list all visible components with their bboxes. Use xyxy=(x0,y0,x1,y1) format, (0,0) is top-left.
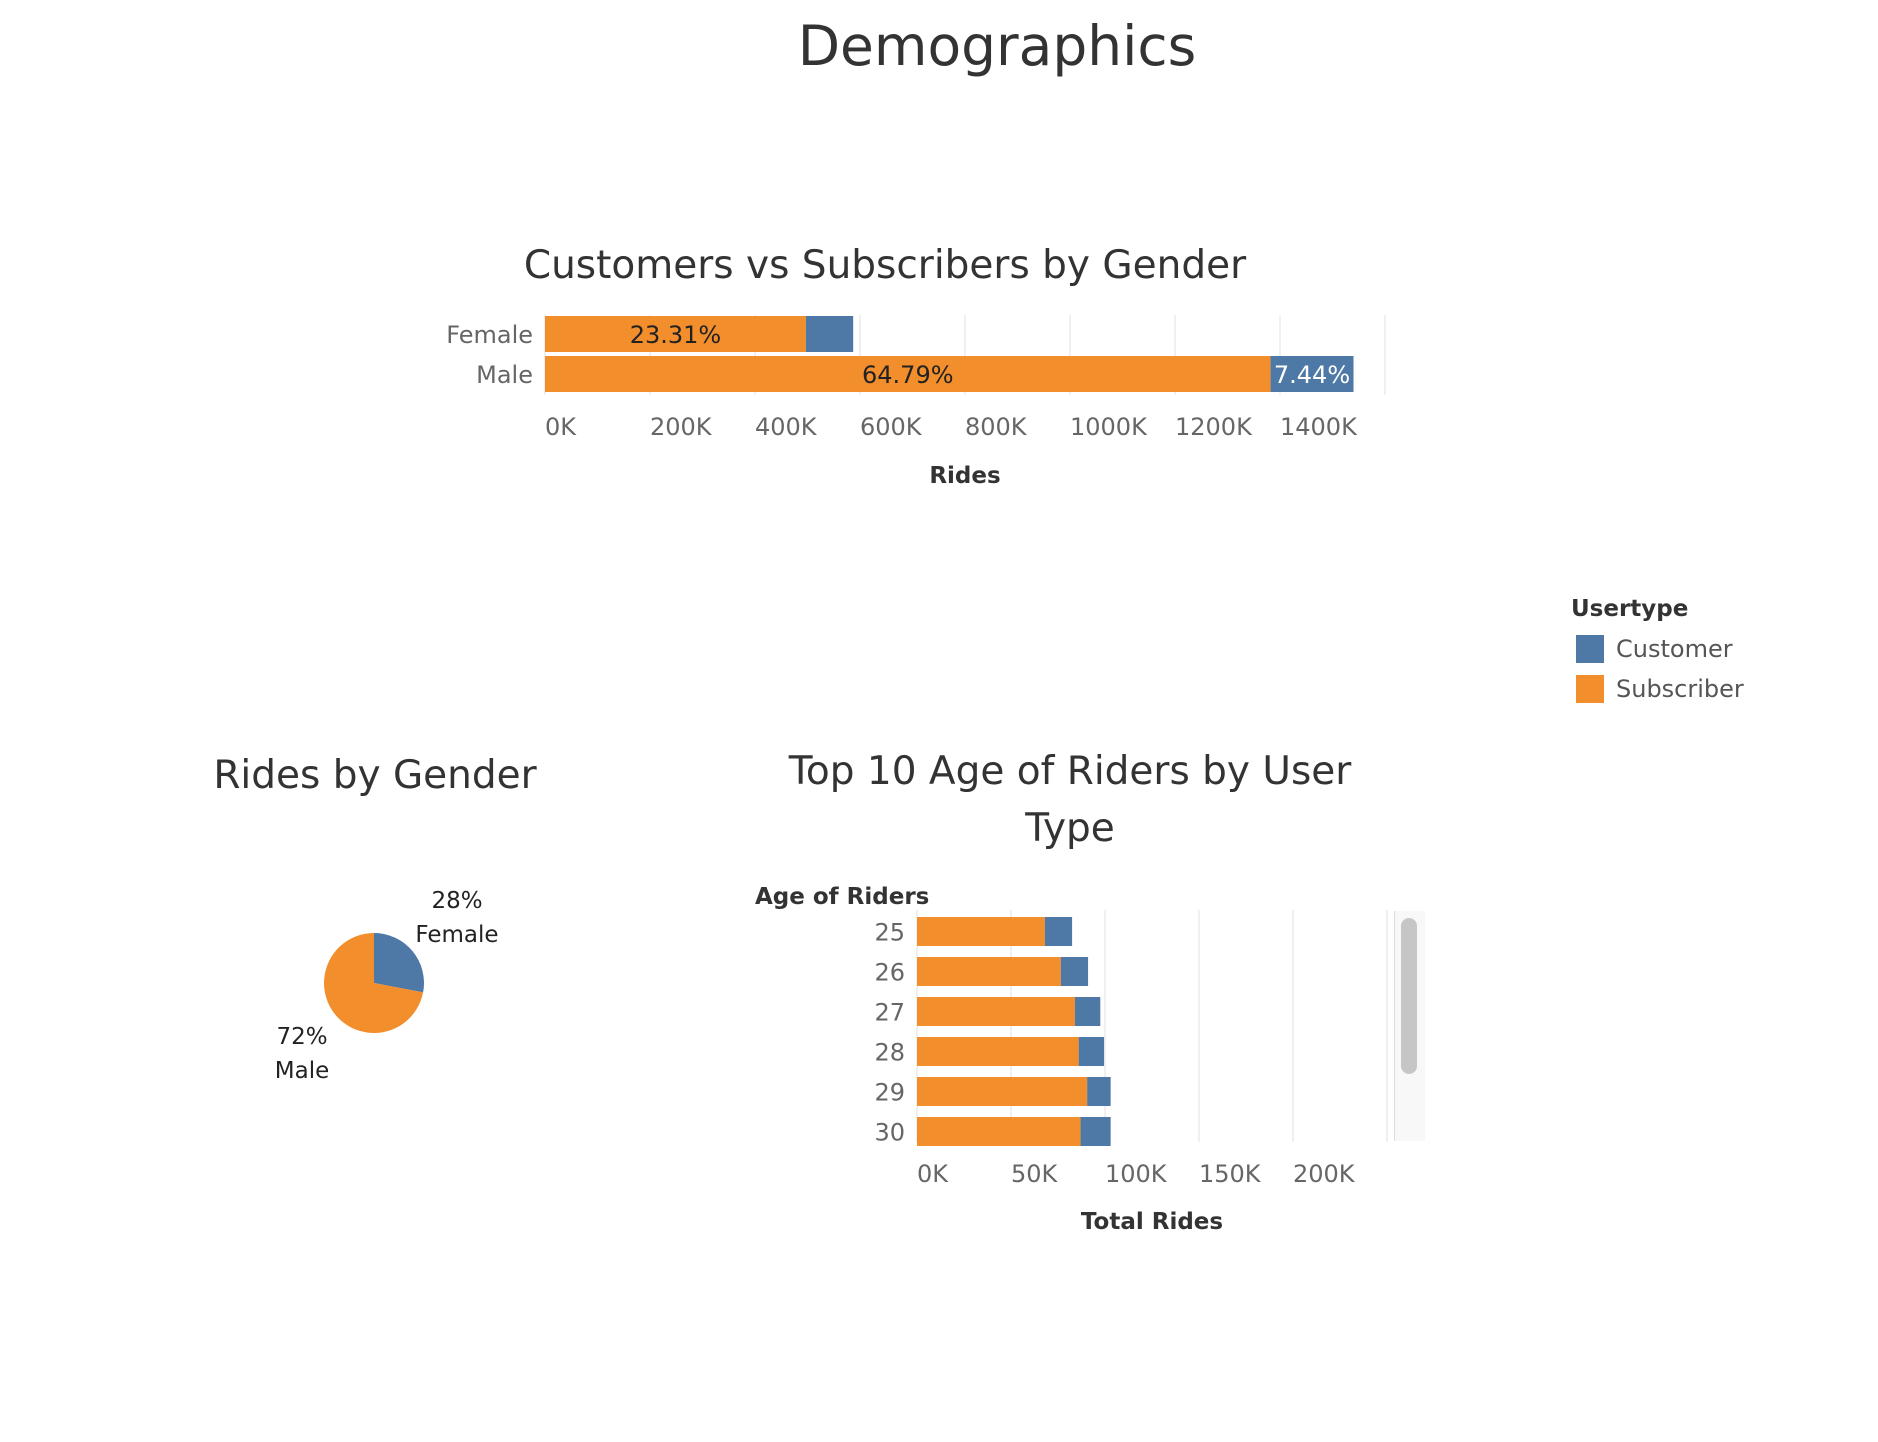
pie-pct-label: 72% xyxy=(276,1024,327,1050)
gender-chart-bar-subscriber xyxy=(545,356,1271,392)
age-chart-x-tick-label: 50K xyxy=(1011,1160,1059,1188)
age-chart-bar-customer xyxy=(1074,997,1101,1026)
rides-by-gender-chart-title: Rides by Gender xyxy=(213,753,537,798)
age-chart-bar-customer xyxy=(1060,957,1089,986)
pie-slice-label: Female xyxy=(415,922,498,948)
age-chart-category-label: 29 xyxy=(874,1079,905,1107)
gender-chart-x-tick-label: 1000K xyxy=(1070,413,1148,441)
age-chart-x-tick-label: 0K xyxy=(917,1160,949,1188)
pie-slice-male xyxy=(324,933,424,1033)
legend-swatch-subscriber xyxy=(1576,675,1604,703)
legend-title: Usertype xyxy=(1571,596,1689,622)
gender-chart-x-tick-label: 1200K xyxy=(1175,413,1253,441)
gender-chart-x-axis-label: Rides xyxy=(929,463,1000,489)
age-chart-bar-subscriber xyxy=(917,957,1061,986)
rides-by-gender-pie-chart: 28% Female 72% Male xyxy=(275,888,499,1084)
pie-pct-label: 28% xyxy=(431,888,482,914)
page-title: Demographics xyxy=(797,14,1197,78)
gender-chart-bar-customer xyxy=(1270,356,1354,392)
legend-label-customer: Customer xyxy=(1616,635,1733,663)
age-chart-bar-subscriber xyxy=(917,1037,1079,1066)
age-chart-x-tick-label: 200K xyxy=(1293,1160,1356,1188)
legend-label-subscriber: Subscriber xyxy=(1616,675,1744,703)
age-chart-bar-subscriber xyxy=(917,997,1075,1026)
gender-chart-x-tick-label: 600K xyxy=(860,413,923,441)
gender-chart-data-label: 64.79% xyxy=(862,361,954,389)
legend-item-subscriber[interactable]: Subscriber xyxy=(1576,674,1744,704)
legend-item-customer[interactable]: Customer xyxy=(1576,634,1733,664)
age-chart-category-label: 28 xyxy=(874,1039,905,1067)
gender-usertype-chart: 0K 200K 400K 600K 800K 1000K 1200K 1400K Female 2… xyxy=(446,315,1386,489)
age-chart-bar-customer xyxy=(1087,1077,1111,1106)
age-chart-category-label: 30 xyxy=(874,1119,905,1147)
age-chart-bar-customer xyxy=(1080,1117,1111,1146)
age-chart-category-label: 26 xyxy=(874,959,905,987)
gender-chart-category-label: Male xyxy=(476,361,533,389)
gender-chart-data-label: 7.44% xyxy=(1274,361,1350,389)
gender-chart-bar-customer xyxy=(805,316,854,352)
gender-chart-x-tick-label: 200K xyxy=(650,413,713,441)
pie-slice-label: Male xyxy=(275,1058,329,1084)
age-usertype-chart-title: Top 10 Age of Riders by User Type xyxy=(788,749,1352,851)
gender-chart-bar-subscriber xyxy=(545,316,806,352)
gender-chart-category-label: Female xyxy=(446,321,533,349)
gender-chart-x-tick-label: 800K xyxy=(965,413,1028,441)
age-chart-bar-customer xyxy=(1078,1037,1105,1066)
age-chart-category-label: 25 xyxy=(874,919,905,947)
age-usertype-chart: 0K 50K 100K 150K 200K 25 26 27 28 29 30 Total Rides… xyxy=(755,884,1388,1235)
age-chart-bar-subscriber xyxy=(917,1077,1088,1106)
age-chart-bar-customer xyxy=(1044,917,1073,946)
chart-scrollbar-thumb[interactable] xyxy=(1401,918,1417,1074)
gender-usertype-chart-title: Customers vs Subscribers by Gender xyxy=(523,243,1247,288)
age-chart-x-axis-label: Total Rides xyxy=(1081,1209,1223,1235)
gender-chart-x-tick-label: 1400K xyxy=(1280,413,1358,441)
age-chart-x-tick-label: 150K xyxy=(1199,1160,1262,1188)
gender-chart-data-label: 23.31% xyxy=(630,321,722,349)
age-chart-category-label: 27 xyxy=(874,999,905,1027)
gender-chart-x-tick-label: 400K xyxy=(755,413,818,441)
legend-swatch-customer xyxy=(1576,635,1604,663)
age-chart-bar-subscriber xyxy=(917,1117,1081,1146)
gender-chart-x-tick-label: 0K xyxy=(545,413,577,441)
pie-slice-female xyxy=(374,933,424,993)
age-chart-y-axis-label: Age of Riders xyxy=(755,884,929,910)
age-chart-bar-subscriber xyxy=(917,917,1045,946)
age-chart-x-tick-label: 100K xyxy=(1105,1160,1168,1188)
